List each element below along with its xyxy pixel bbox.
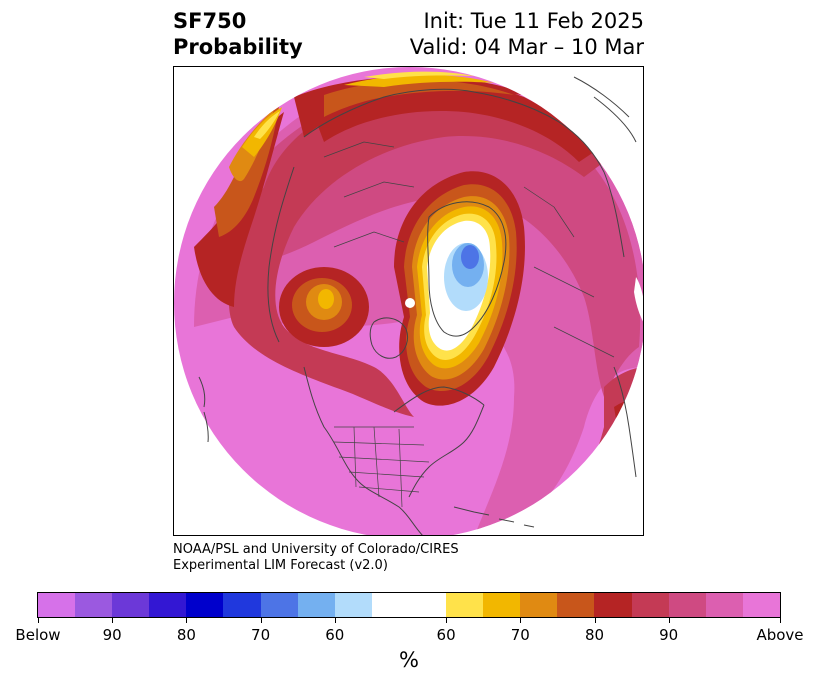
colorbar-swatch: [149, 593, 187, 617]
colorbar-swatch: [297, 593, 335, 617]
colorbar-swatch: [334, 593, 372, 617]
colorbar-tick-label: Above: [756, 626, 804, 644]
colorbar-tick-label: 90: [102, 626, 122, 644]
colorbar-swatch: [483, 593, 521, 617]
coastline-japan: [198, 376, 209, 443]
colorbar-tick-mark: [780, 618, 781, 623]
colorbar-tick-label: 70: [510, 626, 530, 644]
coastline-hudson-bay: [369, 317, 409, 359]
polar-map: [174, 67, 643, 535]
credit-line-2: Experimental LIM Forecast (v2.0): [173, 558, 388, 573]
colorbar-tick-mark: [112, 618, 114, 623]
colorbar-tick-label: 80: [584, 626, 605, 644]
colorbar-tick-label: 90: [659, 626, 679, 644]
coastline-eurasia: [267, 88, 625, 343]
colorbar-unit: %: [399, 648, 419, 672]
credit-line-1: NOAA/PSL and University of Colorado/CIRE…: [173, 542, 459, 557]
colorbar-tick-label: 80: [176, 626, 196, 644]
colorbar-swatch: [520, 593, 558, 617]
coastline-north-america: [303, 366, 485, 535]
colorbar-swatch: [75, 593, 113, 617]
title-block-left: SF750 Probability: [173, 8, 303, 60]
field-ring-a55-left: [254, 111, 280, 139]
colorbar-tick-mark: [260, 618, 262, 623]
field-ring-a55-upper-band: [364, 71, 474, 79]
colorbar-tick-mark: [334, 618, 336, 623]
coastline-africa-edge: [613, 366, 637, 478]
colorbar-tick-mark: [446, 618, 448, 623]
title-block-right: Init: Tue 11 Feb 2025 Valid: 04 Mar – 10…: [410, 8, 644, 60]
probability-field: [174, 67, 643, 535]
colorbar-tick-mark: [594, 618, 596, 623]
colorbar-swatch: [557, 593, 595, 617]
colorbar-swatch: [260, 593, 298, 617]
colorbar-swatch: [186, 593, 224, 617]
colorbar-tick-mark: [186, 618, 188, 623]
colorbar-swatch: [223, 593, 261, 617]
credit-text: NOAA/PSL and University of Colorado/CIRE…: [173, 542, 459, 574]
coastlines-and-borders: [198, 76, 637, 535]
colorbar-swatch: [631, 593, 669, 617]
border-lines-eurasia: [323, 141, 615, 358]
coastline-scandinavia-edge: [573, 76, 637, 143]
field-ring-a75-upper-band: [309, 81, 594, 162]
colorbar-tick-label: Below: [15, 626, 61, 644]
field-east-neutral: [634, 277, 643, 325]
border-lines-north-america: [333, 426, 430, 508]
colorbar-tick-mark: [520, 618, 522, 623]
variable-subtitle: Probability: [173, 35, 303, 59]
field-band-a55-right: [614, 459, 643, 535]
colorbar-swatch: [446, 593, 484, 617]
colorbar-tick-label: 60: [325, 626, 345, 644]
colorbar-tick-label: 70: [251, 626, 271, 644]
colorbar-tick-mark: [38, 618, 39, 623]
field-band-a65-right: [599, 439, 643, 535]
field-lobe-a60-west: [318, 289, 334, 309]
coastline-caribbean: [453, 506, 535, 528]
coastline-greenland: [427, 201, 507, 337]
field-pole-hole: [405, 298, 415, 308]
map-frame: [173, 66, 644, 536]
colorbar-swatch: [371, 593, 447, 617]
init-date: Init: Tue 11 Feb 2025: [423, 9, 644, 33]
field-ring-a80: [228, 86, 605, 417]
colorbar-swatch: [705, 593, 743, 617]
field-arctic-b65: [461, 245, 479, 269]
variable-title: SF750: [173, 9, 247, 33]
colorbar-swatch: [38, 593, 76, 617]
colorbar-swatch: [668, 593, 706, 617]
colorbar-swatch: [112, 593, 150, 617]
field-ring-a70-upper-band: [324, 80, 514, 117]
colorbar-swatch: [594, 593, 632, 617]
colorbar-tick-mark: [668, 618, 670, 623]
valid-range: Valid: 04 Mar – 10 Mar: [409, 35, 644, 59]
colorbar: [37, 592, 781, 618]
colorbar-tick-label: 60: [436, 626, 456, 644]
colorbar-swatch: [742, 593, 780, 617]
